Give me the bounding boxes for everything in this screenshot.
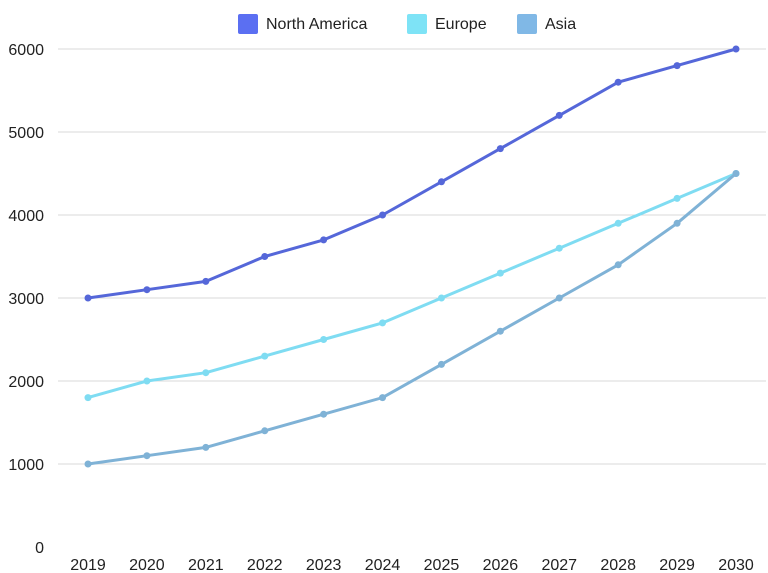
gridlines [58, 48, 766, 465]
data-point [496, 327, 504, 335]
x-tick-label: 2019 [70, 557, 106, 573]
y-tick-label: 6000 [8, 42, 44, 59]
series-line [86, 172, 738, 466]
legend-item: Europe [407, 14, 487, 34]
legend-item: Asia [517, 14, 576, 34]
series-line [86, 172, 738, 400]
data-point [320, 236, 328, 244]
data-point [732, 170, 740, 177]
legend-swatch [407, 14, 427, 34]
x-tick-label: 2026 [483, 557, 519, 573]
data-point [202, 443, 210, 451]
x-tick-label: 2025 [424, 557, 460, 573]
data-point [437, 294, 445, 302]
x-tick-label: 2022 [247, 557, 283, 573]
legend-label: Asia [545, 16, 576, 33]
legend-label: North America [266, 16, 367, 33]
data-point [614, 261, 622, 269]
data-point [143, 286, 151, 294]
data-point [614, 219, 622, 227]
x-tick-label: 2024 [365, 557, 401, 573]
data-point [320, 410, 328, 418]
data-point [496, 145, 504, 153]
data-point [261, 253, 269, 260]
y-tick-label: 4000 [8, 208, 44, 225]
legend-swatch [517, 14, 537, 34]
x-tick-label: 2027 [541, 557, 577, 573]
data-point [379, 394, 387, 402]
x-tick-label: 2029 [659, 557, 695, 573]
series-line [86, 47, 738, 300]
series-asia [84, 170, 740, 468]
data-point [379, 319, 387, 327]
legend-label: Europe [435, 16, 487, 33]
data-point [555, 294, 563, 302]
x-tick-label: 2021 [188, 557, 224, 573]
y-tick-label: 0 [35, 540, 44, 557]
data-point [84, 460, 92, 468]
data-point [732, 45, 740, 53]
x-tick-label: 2023 [306, 557, 342, 573]
legend-swatch [238, 14, 258, 34]
data-point [143, 452, 151, 460]
data-point [202, 277, 210, 285]
x-tick-label: 2028 [600, 557, 636, 573]
data-point [673, 62, 681, 70]
data-point [437, 178, 445, 186]
data-point [379, 211, 387, 219]
data-point [673, 194, 681, 202]
data-point [202, 369, 210, 377]
data-point [143, 377, 151, 385]
data-point [496, 269, 504, 277]
y-tick-label: 5000 [8, 125, 44, 142]
data-point [614, 78, 622, 86]
y-tick-label: 1000 [8, 457, 44, 474]
series-north-america [84, 45, 740, 302]
data-point [555, 244, 563, 252]
legend: North America Europe Asia [238, 14, 576, 34]
y-axis-tick-labels: 0 1000 2000 3000 4000 5000 6000 [8, 42, 44, 557]
data-point [261, 427, 269, 435]
data-point [555, 111, 563, 119]
x-axis-tick-labels: 2019 2020 2021 2022 2023 2024 2025 2026 2027 2028… [70, 557, 754, 573]
data-point [673, 219, 681, 227]
data-point [437, 360, 445, 368]
legend-item: North America [238, 14, 367, 34]
x-tick-label: 2030 [718, 557, 754, 573]
series-layer [84, 45, 740, 468]
data-point [84, 294, 92, 302]
y-tick-label: 3000 [8, 291, 44, 308]
data-point [261, 352, 269, 360]
data-point [84, 394, 92, 402]
series-europe [84, 170, 740, 402]
x-tick-label: 2020 [129, 557, 165, 573]
data-point [320, 336, 328, 343]
y-tick-label: 2000 [8, 374, 44, 391]
